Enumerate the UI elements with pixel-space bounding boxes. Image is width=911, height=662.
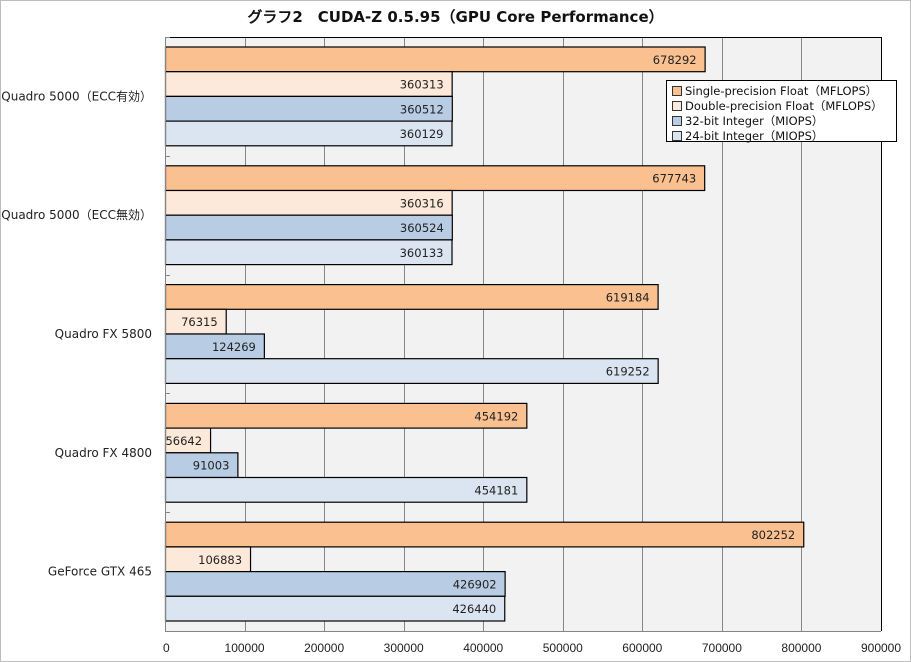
bar [164,46,706,73]
x-tick-label: 900000 [861,641,901,655]
bar [164,595,506,622]
data-label: 360133 [400,246,444,260]
legend-label: 24-bit Integer（MIOPS） [685,128,824,143]
legend-item: Single-precision Float（MFLOPS） [672,83,896,98]
x-tick-label: 500000 [543,641,583,655]
bar [164,71,453,97]
legend-swatch-icon [672,100,682,111]
legend-swatch-icon [672,115,682,126]
legend-label: Single-precision Float（MFLOPS） [685,83,878,98]
data-label: 619252 [606,365,650,379]
legend-swatch-icon [672,130,682,141]
bar [164,452,239,479]
data-label: 91003 [193,459,230,473]
data-label: 360524 [400,221,444,235]
category-label: Quadro FX 4800 [55,446,152,460]
x-tick-label: 700000 [702,641,742,655]
legend-swatch-icon [672,85,682,96]
legend-label: 32-bit Integer（MIOPS） [685,113,824,128]
bar [164,570,506,597]
x-tick-label: 800000 [781,641,821,655]
chart-title: グラフ2 CUDA-Z 0.5.95（GPU Core Performance） [247,8,664,26]
bar [164,120,453,147]
legend-label: Double-precision Float（MFLOPS） [685,98,883,113]
legend: Single-precision Float（MFLOPS） Double-pr… [666,80,897,143]
data-label: 360313 [400,78,444,92]
legend-item: Double-precision Float（MFLOPS） [672,98,896,113]
data-label: 360129 [400,127,444,141]
data-label: 426902 [453,577,497,591]
data-label: 802252 [751,528,795,542]
x-tick-label: 0 [163,641,170,655]
data-label: 678292 [653,53,697,67]
data-label: 619184 [606,290,650,304]
bar [164,239,453,266]
data-label: 76315 [181,315,218,329]
x-tick-label: 300000 [384,641,424,655]
x-tick-label: 200000 [304,641,344,655]
legend-item: 24-bit Integer（MIOPS） [672,128,896,143]
category-label: Quadro FX 5800 [55,327,152,341]
category-label: Quadro 5000（ECC有効） [1,88,152,103]
bar [164,308,227,335]
bar [164,402,528,429]
data-label: 360316 [400,196,444,210]
category-label: GeForce GTX 465 [48,565,152,579]
data-label: 106883 [198,553,242,567]
bar [164,427,212,454]
category-label: Quadro 5000（ECC無効） [1,207,152,222]
data-label: 124269 [212,340,256,354]
bar [164,476,528,503]
x-tick-label: 400000 [463,641,503,655]
bar [164,165,706,192]
legend-item: 32-bit Integer（MIOPS） [672,113,896,128]
data-label: 56642 [165,434,202,448]
bar [164,333,265,360]
data-label: 426440 [452,602,496,616]
x-tick-label: 100000 [225,641,265,655]
data-label: 360512 [400,102,444,116]
x-tick-label: 600000 [622,641,662,655]
bar [164,358,659,385]
bar [164,189,453,216]
bar [164,521,805,548]
bar [164,95,453,122]
bar [164,284,659,310]
data-label: 454181 [474,483,518,497]
bars [164,46,805,622]
data-label: 454192 [474,409,518,423]
data-label: 677743 [652,172,696,186]
labels: 0 100000 200000 300000 400000 500000 600000 700… [1,53,901,655]
